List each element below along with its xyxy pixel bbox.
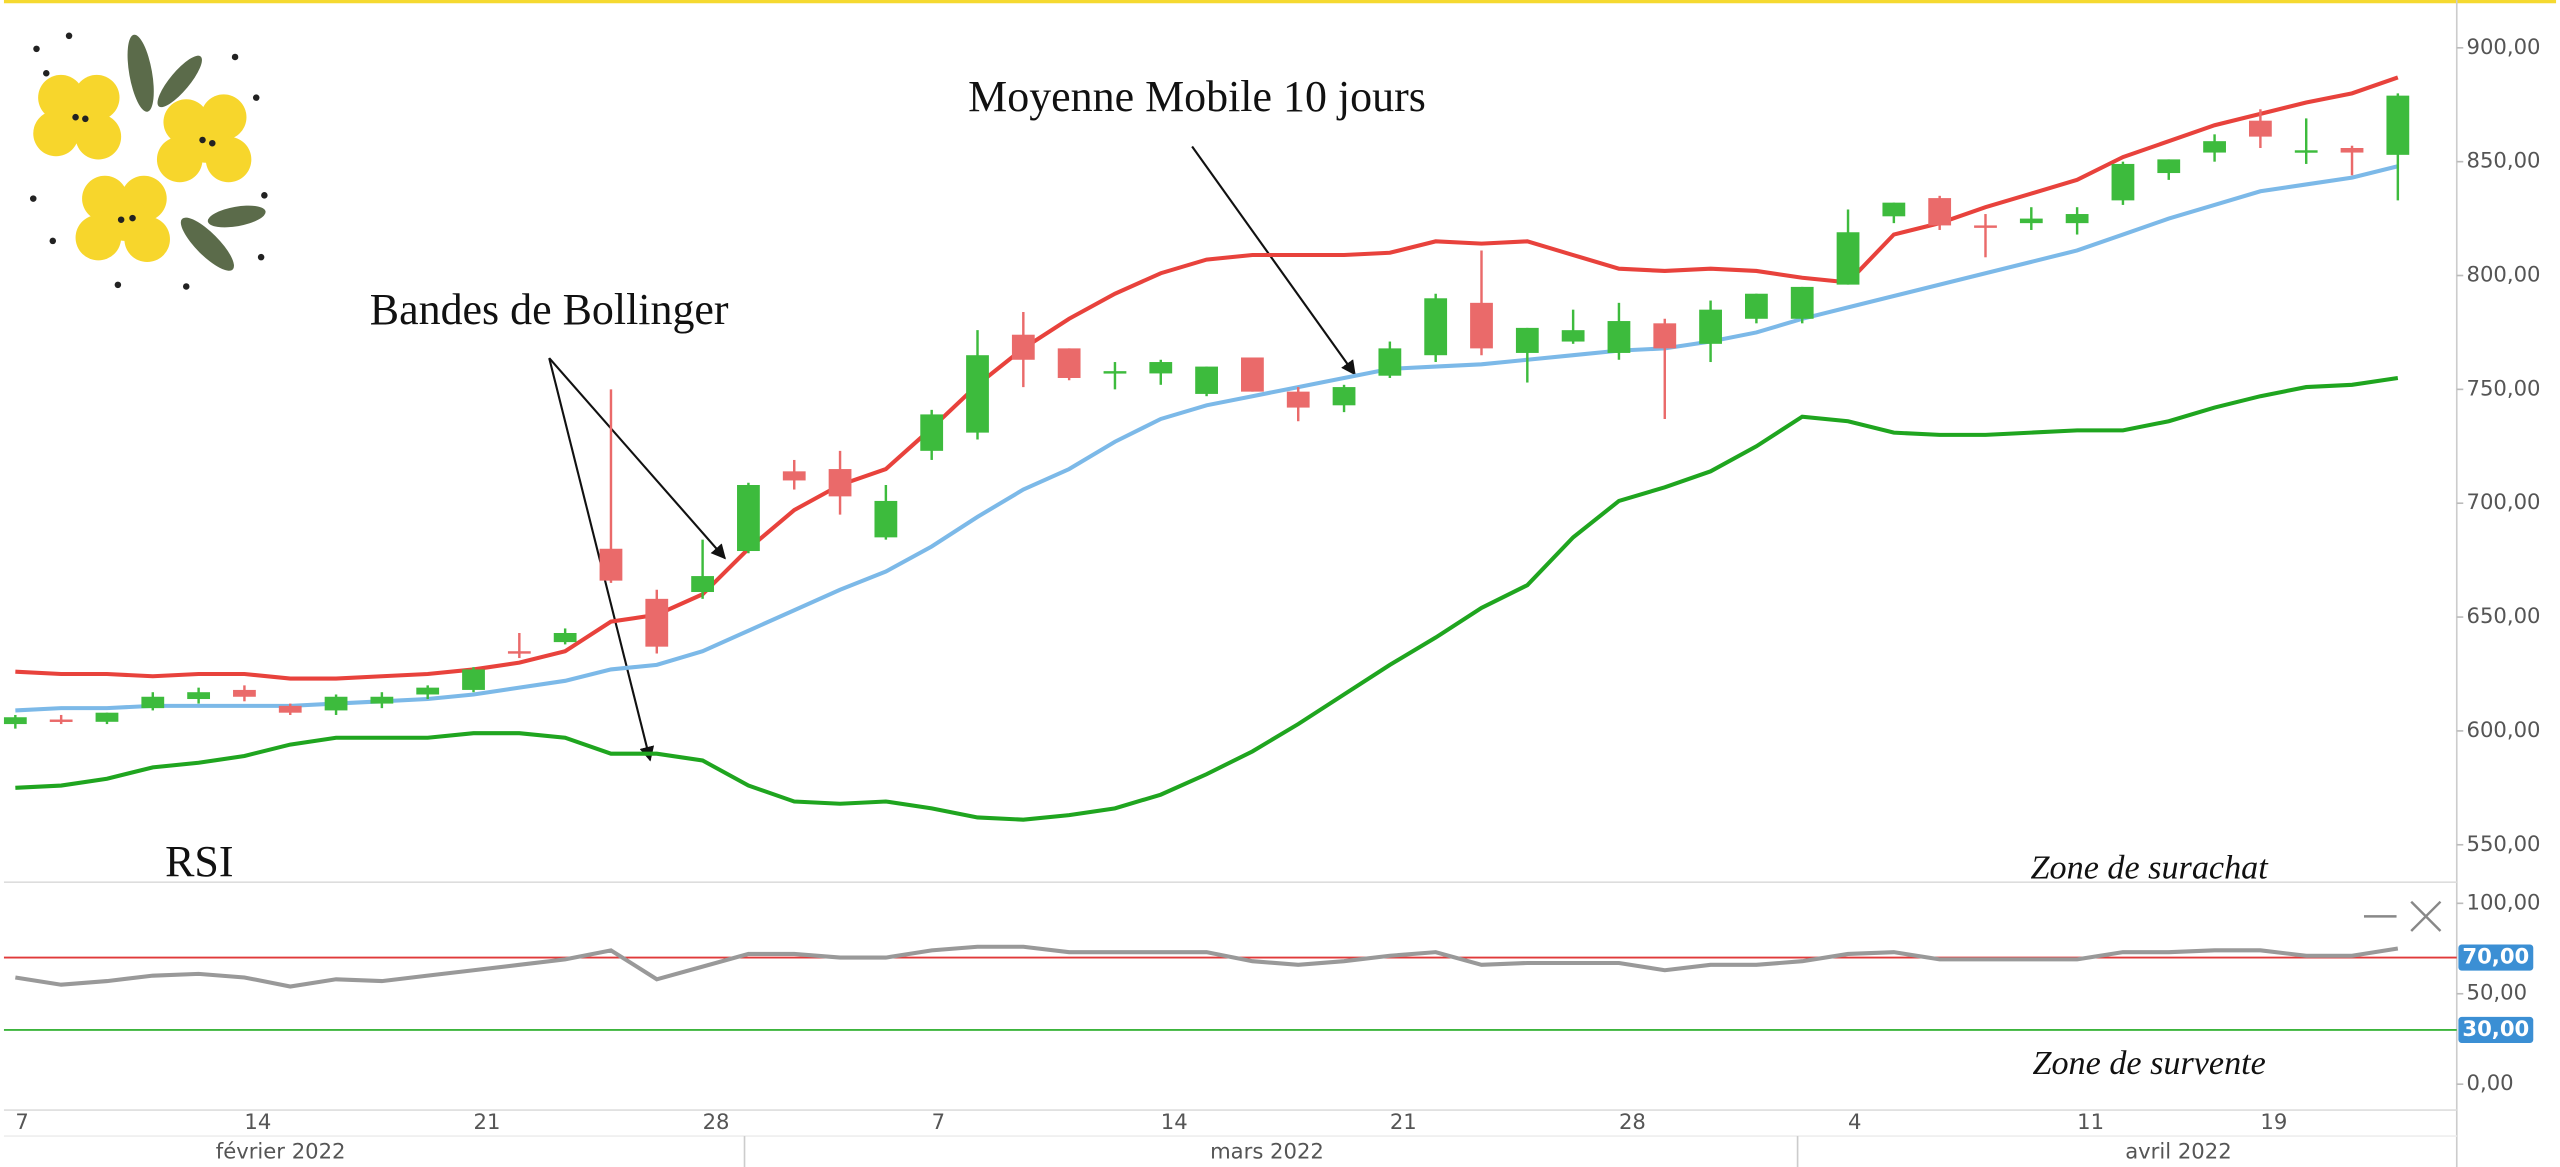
page: {"chart_data":[ {"type":"candlestick", "… (0, 0, 2560, 1167)
y-tick-label: 800,00 (2467, 262, 2541, 287)
candle-body (2157, 159, 2180, 173)
candle-body (1516, 328, 1539, 353)
annotation-arrow (549, 358, 725, 558)
candle-body (829, 469, 852, 496)
y-tick-label: 850,00 (2467, 148, 2541, 173)
x-tick-label: 28 (1619, 1109, 1646, 1134)
candle-body (2112, 164, 2135, 200)
candle-body (2020, 219, 2043, 224)
y-tick-label: 550,00 (2467, 831, 2541, 856)
y-tick-label: 0,00 (2467, 1070, 2514, 1095)
level-label: 70,00 (2462, 944, 2529, 969)
candle-body (233, 690, 256, 697)
candle-body (1378, 348, 1401, 375)
y-tick-label: 650,00 (2467, 603, 2541, 628)
month-label: avril 2022 (2125, 1138, 2231, 1163)
candle-body (1608, 321, 1631, 353)
y-tick-label: 900,00 (2467, 34, 2541, 59)
zone-label: Zone de survente (2032, 1045, 2265, 1082)
candle-body (141, 697, 164, 708)
candle-body (1424, 298, 1447, 355)
candle-body (1562, 330, 1585, 341)
x-tick-label: 19 (2260, 1109, 2287, 1134)
candle-body (187, 692, 210, 699)
candle-body (2386, 96, 2409, 155)
indicator-line (15, 166, 2398, 710)
candle-body (2341, 148, 2364, 153)
candle-body (1012, 335, 1035, 360)
candle-body (645, 599, 668, 647)
candle-body (370, 697, 393, 704)
candle-body (1104, 371, 1127, 373)
candle-body (1837, 232, 1860, 284)
candle-body (1745, 294, 1768, 319)
x-tick-label: 7 (15, 1109, 28, 1134)
candle-body (1241, 357, 1264, 391)
candle-body (4, 717, 27, 724)
flower-decoration (30, 33, 268, 290)
candle-body (2066, 214, 2089, 223)
x-tick-label: 21 (1390, 1109, 1417, 1134)
candle-body (416, 688, 439, 695)
candle-body (279, 706, 302, 713)
candle-body (2203, 141, 2226, 152)
candle-body (1791, 287, 1814, 319)
candle-body (508, 651, 531, 653)
x-tick-label: 21 (474, 1109, 501, 1134)
x-tick-label: 28 (703, 1109, 730, 1134)
candle-body (1882, 203, 1905, 217)
candle-body (1195, 367, 1218, 394)
y-tick-label: 600,00 (2467, 717, 2541, 742)
candle-body (1333, 387, 1356, 405)
y-tick-label: 50,00 (2467, 980, 2528, 1005)
x-tick-label: 4 (1848, 1109, 1861, 1134)
candle-body (462, 669, 485, 689)
candle-body (1287, 392, 1310, 408)
month-label: février 2022 (216, 1138, 346, 1163)
candle-body (1149, 362, 1172, 373)
candle-body (1928, 198, 1951, 225)
top-border (4, 0, 2556, 3)
y-tick-label: 750,00 (2467, 375, 2541, 400)
x-tick-label: 14 (244, 1109, 271, 1134)
zone-label: Zone de surachat (2031, 850, 2270, 887)
candle-body (783, 471, 806, 480)
annotation: Bandes de Bollinger (370, 285, 729, 334)
candle-body (554, 633, 577, 642)
candle-body (1974, 225, 1997, 227)
x-tick-label: 7 (932, 1109, 945, 1134)
candle-body (2295, 150, 2318, 152)
candle-body (874, 501, 897, 537)
candle-body (737, 485, 760, 551)
candle-body (1058, 348, 1081, 378)
candle-body (1470, 303, 1493, 349)
y-tick-label: 700,00 (2467, 489, 2541, 514)
close-icon[interactable] (2411, 902, 2440, 931)
month-label: mars 2022 (1210, 1138, 1324, 1163)
candle-body (50, 720, 73, 722)
candle-body (1653, 323, 1676, 348)
candle-body (600, 549, 623, 581)
rsi-title: RSI (165, 837, 233, 886)
indicator-line (15, 378, 2398, 820)
x-tick-label: 14 (1161, 1109, 1188, 1134)
candle-body (966, 355, 989, 432)
candle-body (691, 576, 714, 592)
y-tick-label: 100,00 (2467, 889, 2541, 914)
panel-controls[interactable] (2364, 902, 2440, 931)
candle-body (1699, 310, 1722, 344)
candle-body (2249, 121, 2272, 137)
candle-body (96, 713, 119, 722)
level-label: 30,00 (2462, 1016, 2529, 1041)
chart: Moyenne Mobile 10 jours Bandes de Bollin… (0, 0, 2560, 1167)
candle-body (920, 414, 943, 450)
annotation: Moyenne Mobile 10 jours (968, 72, 1426, 121)
x-tick-label: 11 (2077, 1109, 2104, 1134)
rsi-line (15, 947, 2398, 987)
candle-body (325, 697, 348, 711)
